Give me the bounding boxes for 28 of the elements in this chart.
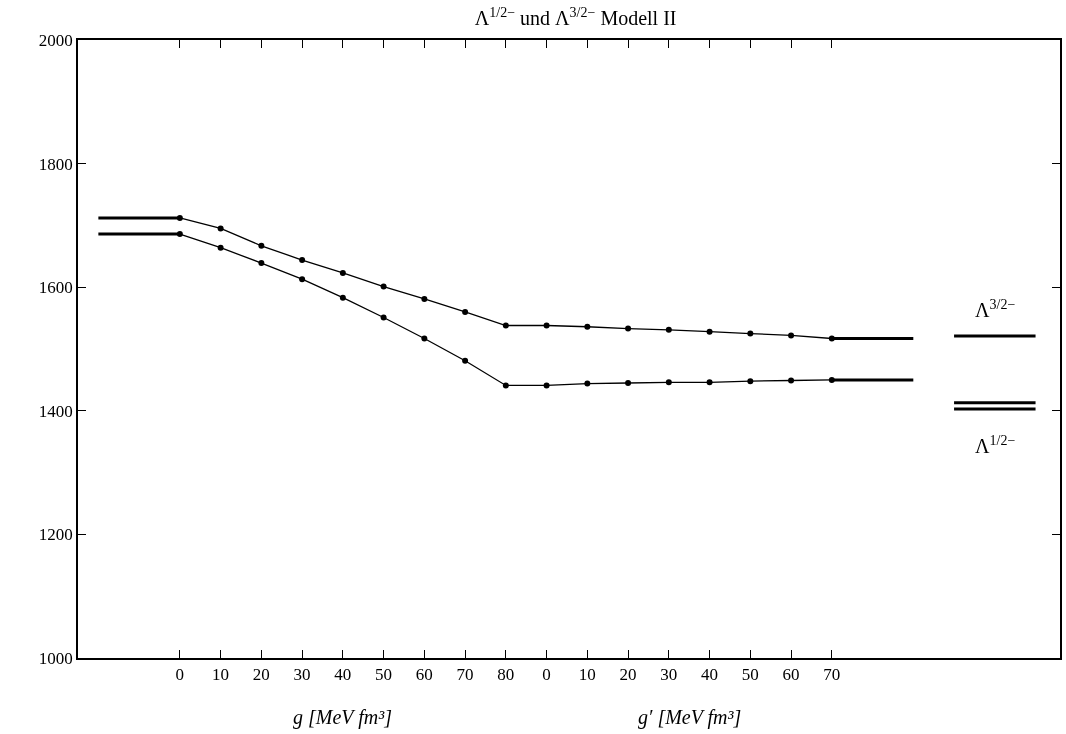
y-tick-label: 1200 bbox=[38, 525, 73, 545]
x-tick-label: 20 bbox=[619, 665, 637, 685]
x-tick-label: 80 bbox=[497, 665, 515, 685]
x-tick-label: 10 bbox=[578, 665, 596, 685]
y-tick-label: 1800 bbox=[38, 154, 73, 174]
text: g [MeV fm³] bbox=[293, 706, 392, 729]
y-tick-label: 1600 bbox=[38, 278, 73, 298]
y-tick-label: 1000 bbox=[38, 648, 73, 668]
x-tick-label: 0 bbox=[175, 665, 185, 685]
x-tick-label: 10 bbox=[212, 665, 230, 685]
x-tick-label: 50 bbox=[741, 665, 759, 685]
annotation: Λ$^{1/2−}$ bbox=[975, 433, 1016, 458]
x-tick-label: 40 bbox=[334, 665, 352, 685]
x-tick-label: 30 bbox=[293, 665, 311, 685]
annotation: Λ$^{3/2−}$ bbox=[975, 297, 1016, 322]
chart-title: Λ$^{1/2−}$ und Λ$^{3/2−}$ Modell II bbox=[474, 4, 677, 30]
x-tick-label: 60 bbox=[415, 665, 433, 685]
y-tick-label: 2000 bbox=[38, 30, 73, 50]
x-tick-label: 30 bbox=[660, 665, 678, 685]
x-tick-label: 70 bbox=[823, 665, 841, 685]
x-tick-label: 60 bbox=[782, 665, 800, 685]
x-tick-label: 50 bbox=[375, 665, 393, 685]
x-tick-label: 40 bbox=[701, 665, 719, 685]
x-tick-label: 20 bbox=[252, 665, 270, 685]
y-tick-label: 1400 bbox=[38, 401, 73, 421]
x-tick-label: 70 bbox=[456, 665, 474, 685]
x-tick-label: 0 bbox=[542, 665, 551, 685]
text: g′ [MeV fm³] bbox=[638, 706, 742, 729]
